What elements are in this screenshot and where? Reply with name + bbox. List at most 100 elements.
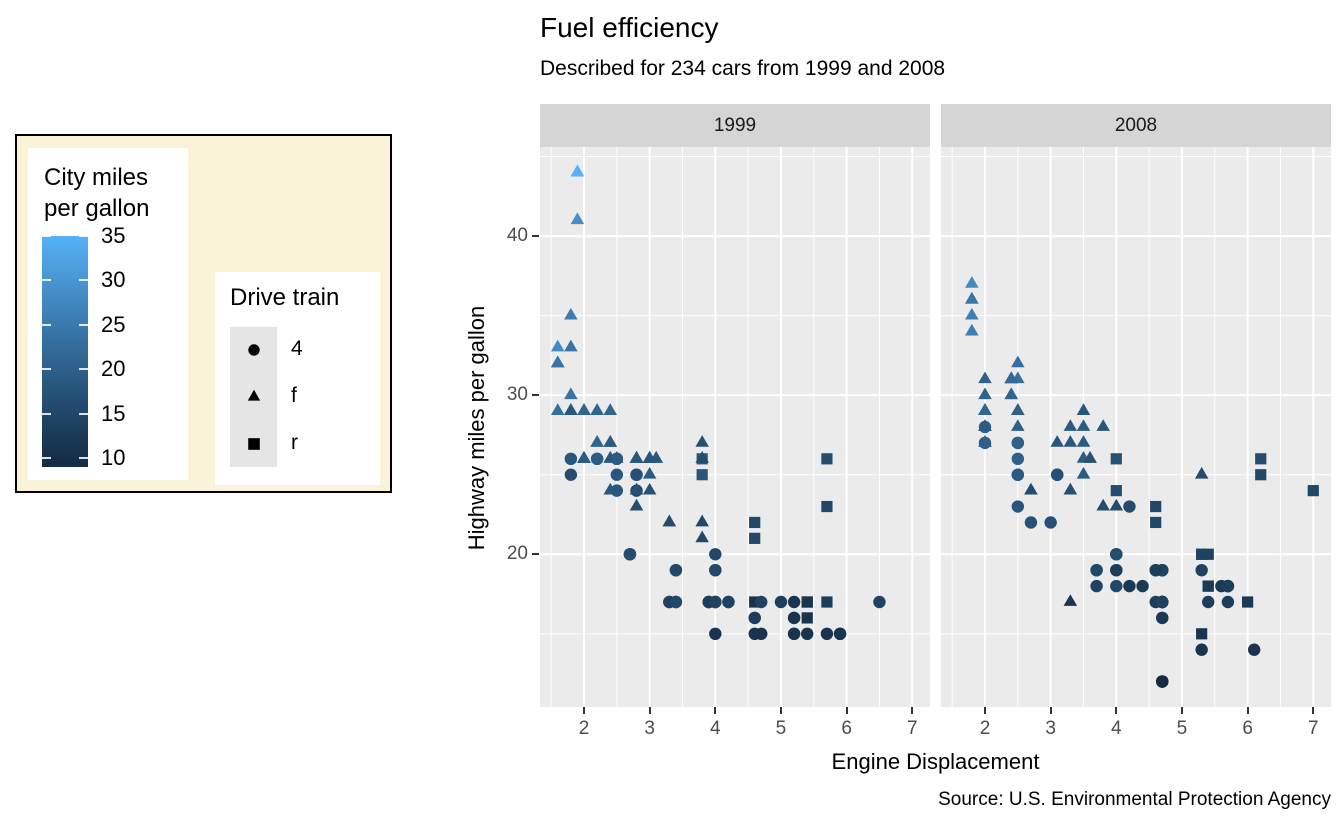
data-point	[1110, 563, 1123, 577]
data-point	[755, 595, 768, 609]
x-tick-mark	[582, 707, 585, 714]
data-point	[1076, 403, 1091, 415]
data-point	[978, 435, 992, 447]
data-point	[1063, 419, 1078, 431]
data-point	[801, 612, 813, 624]
data-point	[1011, 355, 1025, 368]
data-point	[1110, 453, 1122, 465]
data-point	[1110, 548, 1123, 561]
data-point	[1123, 500, 1136, 513]
data-point	[1004, 387, 1019, 400]
x-tick-label: 4	[710, 718, 721, 739]
data-point	[1096, 419, 1110, 431]
data-point	[1083, 451, 1097, 463]
data-point	[1063, 594, 1078, 606]
data-point	[1109, 498, 1124, 511]
data-point	[833, 627, 847, 641]
x-tick-mark	[779, 707, 782, 714]
colorbar-tick-mark	[79, 235, 88, 237]
y-tick-label: 40	[506, 225, 528, 247]
data-point	[722, 595, 735, 609]
data-point	[1044, 516, 1057, 529]
data-point	[669, 563, 683, 577]
color-legend-title-line2: per gallon	[44, 195, 150, 222]
x-tick-label: 5	[775, 718, 787, 739]
data-point	[1123, 579, 1136, 593]
data-point	[749, 596, 761, 608]
x-tick-label: 5	[1176, 718, 1188, 739]
colorbar-tick-mark	[42, 457, 51, 460]
data-point	[965, 323, 979, 336]
data-point	[749, 516, 761, 529]
x-tick-mark	[1246, 707, 1249, 714]
data-point	[1255, 469, 1267, 481]
data-point	[603, 403, 618, 415]
data-point	[1202, 580, 1214, 592]
y-axis-title: Highway miles per gallon	[464, 305, 489, 551]
data-point	[1076, 419, 1091, 431]
data-point	[695, 435, 709, 447]
data-point	[603, 435, 618, 447]
data-point	[821, 596, 833, 608]
data-point	[1196, 628, 1208, 640]
circle-glyph	[247, 344, 260, 356]
data-point	[695, 451, 709, 463]
y-tick-label: 30	[506, 384, 528, 406]
x-tick-label: 7	[1307, 718, 1319, 739]
data-point	[610, 452, 624, 466]
data-point	[1050, 435, 1064, 447]
data-point	[629, 482, 644, 495]
data-point	[787, 595, 801, 609]
data-point	[1149, 563, 1162, 577]
data-point	[1194, 466, 1209, 479]
y-tick-label: 20	[506, 543, 528, 565]
square-key-icon	[247, 437, 260, 450]
data-point	[1307, 485, 1319, 497]
data-point	[787, 627, 801, 641]
colorbar-tick-mark	[79, 279, 88, 282]
data-point	[669, 595, 683, 609]
data-point	[709, 627, 722, 641]
panel-canvas-1999	[540, 147, 930, 707]
shape-legend-title: Drive train	[230, 284, 340, 311]
shape-key-label: f	[291, 384, 297, 407]
data-point	[709, 595, 722, 609]
x-tick-label: 7	[906, 718, 918, 739]
data-point	[630, 468, 643, 481]
y-tick-mark	[532, 394, 539, 397]
data-point	[570, 212, 585, 225]
data-point	[577, 451, 591, 463]
data-point	[978, 371, 992, 384]
data-point	[1090, 579, 1103, 593]
data-point	[642, 482, 657, 495]
data-point	[695, 530, 709, 543]
data-point	[1011, 452, 1025, 466]
data-point	[821, 500, 833, 513]
x-tick-label: 3	[644, 718, 655, 739]
x-tick-mark	[911, 707, 914, 714]
data-point	[965, 307, 979, 320]
data-point	[1221, 595, 1235, 609]
data-point	[1195, 643, 1208, 656]
y-tick-mark	[532, 235, 539, 238]
colorbar-gradient	[42, 236, 88, 467]
data-point	[749, 532, 761, 544]
data-point	[1051, 468, 1064, 481]
data-point	[1090, 563, 1103, 577]
facet-strip-2008: 2008	[941, 104, 1331, 147]
facet-strip-1999: 1999	[540, 104, 930, 147]
data-point	[1156, 611, 1169, 625]
data-point	[1156, 595, 1169, 609]
caption: Source: U.S. Environmental Protection Ag…	[938, 789, 1331, 810]
data-point	[590, 452, 604, 466]
color-legend: City miles per gallon 35 30 25 20 15 10	[28, 148, 188, 480]
data-point	[564, 403, 578, 415]
plot-subtitle: Described for 234 cars from 1999 and 200…	[540, 57, 946, 80]
data-point	[801, 596, 813, 608]
data-point	[1011, 403, 1025, 415]
data-point	[709, 563, 722, 577]
x-tick-mark	[1180, 707, 1183, 714]
data-point	[1011, 436, 1025, 450]
data-point	[1063, 435, 1078, 447]
